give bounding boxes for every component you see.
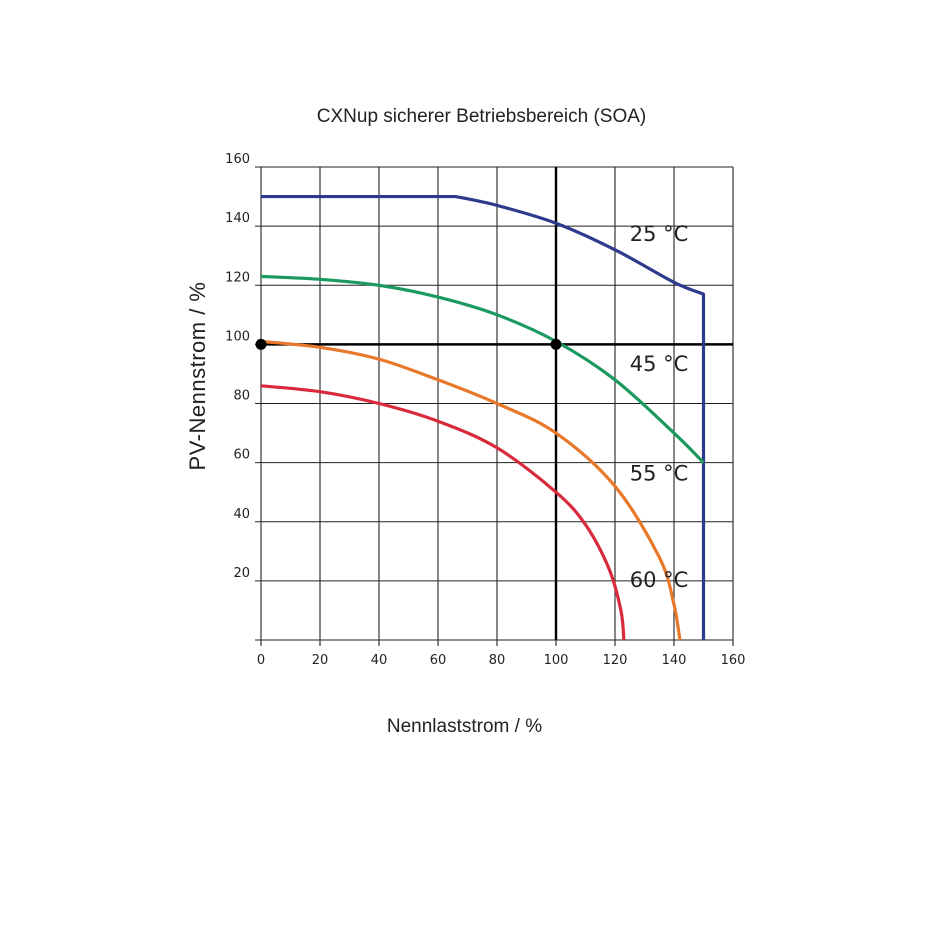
x-tick-label: 40 [371, 653, 388, 668]
x-tick-label: 140 [662, 653, 687, 668]
y-tick-label: 100 [225, 329, 250, 344]
y-tick-label: 20 [233, 566, 250, 581]
x-tick-label: 120 [603, 653, 628, 668]
temperature-label: 60 °C [630, 568, 689, 592]
x-tick-label: 100 [544, 653, 569, 668]
series-line-1 [260, 274, 705, 464]
y-tick-label: 120 [225, 270, 250, 285]
annotations: 25 °C 45 °C 55 °C 60 °C [630, 222, 689, 592]
chart-title: CXNup sicherer Betriebsbereich (SOA) [316, 106, 647, 127]
data-point-marker [550, 338, 562, 350]
series-line-2 [260, 339, 682, 641]
x-tick-label: 160 [721, 653, 746, 668]
y-tick-label: 60 [233, 448, 250, 463]
y-tick-label: 160 [225, 152, 250, 167]
temperature-label: 25 °C [630, 222, 689, 246]
series-line-3 [260, 384, 626, 641]
data-point-marker [255, 338, 267, 350]
x-tick-label: 80 [489, 653, 506, 668]
axis-ticks: 0 20 40 60 80 100 120 140 160 20 40 60 80 100 120 140 16… [225, 152, 745, 668]
x-tick-label: 0 [257, 653, 265, 668]
reference-lines [261, 167, 733, 640]
series-line-0 [261, 194, 706, 640]
x-tick-label: 60 [430, 653, 447, 668]
temperature-label: 45 °C [630, 352, 689, 376]
y-tick-label: 80 [233, 389, 250, 404]
x-tick-label: 20 [312, 653, 329, 668]
series [260, 194, 706, 641]
y-tick-label: 40 [233, 507, 250, 522]
x-axis-label: Nennlaststrom / % [386, 716, 543, 737]
temperature-label: 55 °C [630, 461, 689, 485]
markers [255, 338, 562, 350]
y-tick-label: 140 [225, 211, 250, 226]
